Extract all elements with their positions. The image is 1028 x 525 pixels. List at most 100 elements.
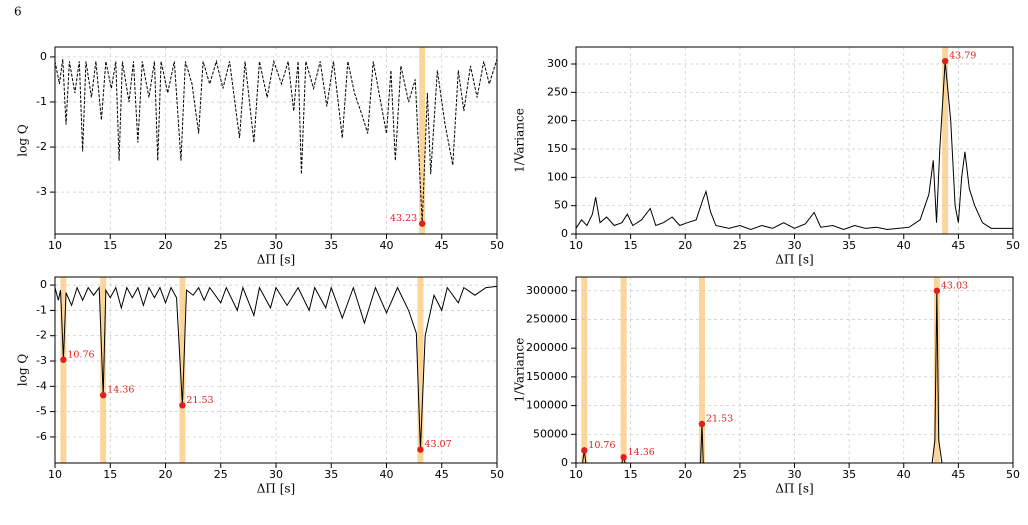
peak-label: 10.76: [588, 440, 615, 451]
y-axis-label: log Q: [16, 124, 30, 157]
peak-marker: [60, 356, 67, 363]
peak-marker: [941, 57, 949, 65]
peak-marker: [581, 447, 588, 454]
x-tick-label: 20: [678, 239, 692, 252]
y-tick-label: -4: [36, 379, 47, 392]
x-tick-label: 25: [214, 239, 228, 252]
y-tick-label: 100: [547, 170, 568, 183]
highlight-band: [942, 47, 949, 234]
peak-label: 21.53: [706, 413, 733, 424]
x-tick-label: 15: [103, 468, 117, 481]
y-tick-label: -3: [36, 185, 47, 198]
y-tick-label: -5: [36, 405, 47, 418]
x-tick-label: 40: [897, 468, 911, 481]
y-tick-label: -2: [36, 140, 47, 153]
x-tick-label: 40: [897, 239, 911, 252]
y-tick-label: -1: [36, 95, 47, 108]
y-axis-label: 1/Variance: [513, 108, 527, 173]
highlight-band: [179, 277, 186, 463]
x-tick-label: 45: [435, 239, 449, 252]
highlight-band: [581, 277, 588, 463]
peak-marker: [620, 454, 627, 461]
x-tick-label: 45: [951, 468, 965, 481]
x-tick-label: 35: [324, 239, 338, 252]
highlight-band: [419, 47, 426, 234]
highlight-band: [933, 277, 940, 463]
data-line: [575, 61, 1013, 231]
peak-marker: [698, 420, 706, 428]
y-tick-label: 200: [547, 114, 568, 127]
peak-label: 43.07: [424, 439, 451, 450]
y-tick-label: 250000: [526, 312, 568, 325]
y-tick-label: -6: [36, 430, 47, 443]
axes-frame: [575, 276, 1014, 464]
x-tick-label: 15: [103, 239, 117, 252]
y-tick-label: -1: [36, 303, 47, 316]
highlight-band: [417, 277, 424, 463]
peak-marker: [179, 402, 186, 409]
x-tick-label: 25: [214, 468, 228, 481]
highlight-band: [698, 277, 705, 463]
x-tick-label: 20: [678, 468, 692, 481]
x-tick-label: 35: [842, 239, 856, 252]
axes-frame: [575, 46, 1014, 235]
x-tick-label: 10: [48, 468, 62, 481]
y-tick-label: -2: [36, 329, 47, 342]
y-axis-label: 1/Variance: [513, 338, 527, 403]
x-tick-label: 30: [269, 468, 283, 481]
x-tick-label: 50: [1006, 468, 1020, 481]
x-tick-label: 45: [951, 239, 965, 252]
x-tick-label: 30: [269, 239, 283, 252]
y-tick-label: 250: [547, 85, 568, 98]
data-line: [54, 285, 498, 450]
y-tick-label: 300000: [526, 284, 568, 297]
y-tick-label: 50000: [533, 427, 568, 440]
x-tick-label: 25: [733, 239, 747, 252]
peak-label: 21.53: [186, 395, 213, 406]
y-tick-label: 0: [40, 278, 47, 291]
x-tick-label: 10: [569, 468, 583, 481]
peak-marker: [99, 391, 107, 399]
axes-frame: [54, 276, 498, 464]
axes-frame: [54, 46, 498, 235]
page-number: 6: [14, 5, 22, 19]
highlight-band: [60, 277, 67, 463]
peak-label: 43.23: [390, 213, 417, 224]
y-tick-label: 300: [547, 57, 568, 70]
y-tick-label: 200000: [526, 341, 568, 354]
x-tick-label: 10: [48, 239, 62, 252]
x-axis-label: ΔΠ [s]: [257, 253, 295, 267]
x-tick-label: 35: [842, 468, 856, 481]
y-tick-label: 100000: [526, 399, 568, 412]
y-tick-label: 50: [554, 199, 568, 212]
x-tick-label: 10: [569, 239, 583, 252]
x-tick-label: 30: [788, 239, 802, 252]
peak-label: 43.79: [949, 51, 976, 62]
x-tick-label: 30: [788, 468, 802, 481]
x-tick-label: 25: [733, 468, 747, 481]
y-tick-label: 150000: [526, 370, 568, 383]
x-tick-label: 15: [624, 468, 638, 481]
x-tick-label: 35: [324, 468, 338, 481]
peak-label: 10.76: [67, 349, 94, 360]
x-tick-label: 40: [380, 239, 394, 252]
y-tick-label: 150: [547, 142, 568, 155]
peak-label: 43.03: [941, 280, 968, 291]
x-tick-label: 40: [380, 468, 394, 481]
x-axis-label: ΔΠ [s]: [775, 253, 813, 267]
y-tick-label: 0: [561, 456, 568, 469]
peak-label: 14.36: [628, 447, 655, 458]
peak-marker: [933, 287, 941, 294]
y-tick-label: -3: [36, 354, 47, 367]
x-tick-label: 45: [435, 468, 449, 481]
y-axis-label: log Q: [16, 354, 30, 387]
y-tick-label: 0: [561, 227, 568, 240]
x-tick-label: 20: [159, 239, 173, 252]
x-tick-label: 20: [159, 468, 173, 481]
y-tick-label: 0: [40, 50, 47, 63]
peak-label: 14.36: [107, 385, 134, 396]
highlight-band: [100, 277, 107, 463]
highlight-band: [620, 277, 627, 463]
data-line: [576, 290, 1013, 464]
